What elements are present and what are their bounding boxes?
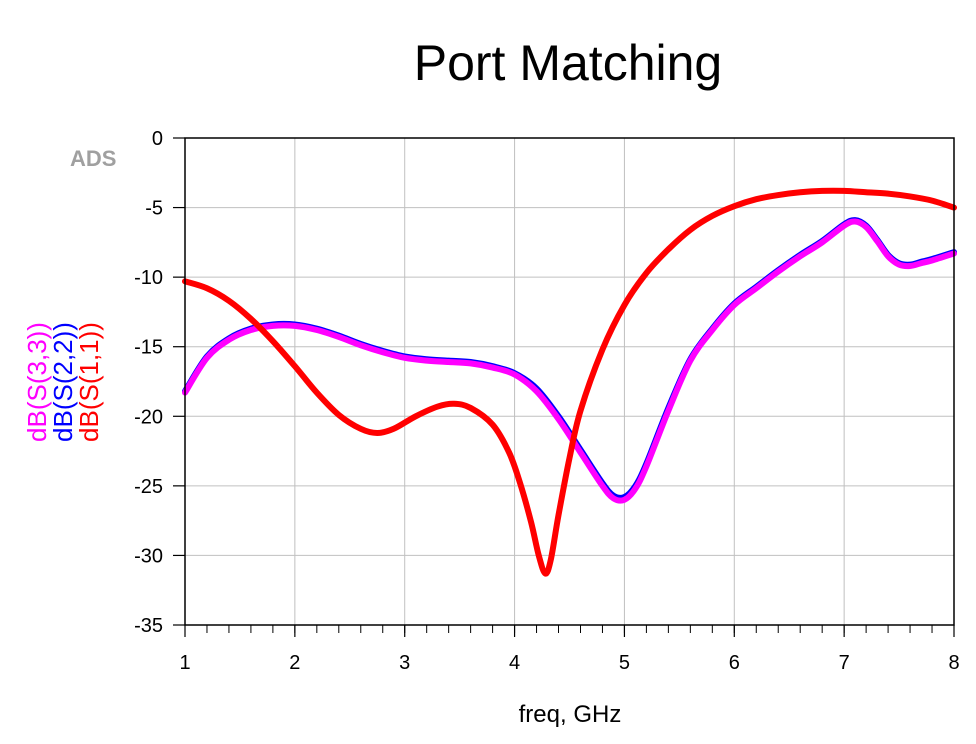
y-tick-label: -10	[134, 267, 163, 289]
y-tick-label: -20	[134, 406, 163, 428]
ads-watermark: ADS	[70, 146, 116, 171]
x-tick-label: 5	[619, 652, 630, 674]
x-tick-label: 6	[729, 652, 740, 674]
plot-frame	[184, 137, 955, 626]
x-tick-label: 4	[509, 652, 520, 674]
y-axis-series-labels: dB(S(3,3))dB(S(2,2))dB(S(1,1))	[22, 322, 104, 442]
x-tick-label: 7	[839, 652, 850, 674]
y-tick-label: -30	[134, 545, 163, 567]
x-tick-label: 8	[948, 652, 959, 674]
y-axis-series-label: dB(S(2,2))	[48, 322, 78, 442]
y-tick-labels: 0 -5 -10 -15 -20 -25 -30 -35	[134, 128, 163, 637]
x-tick-label: 2	[289, 652, 300, 674]
x-tick-labels: 1 2 3 4 5 6 7 8	[179, 652, 959, 674]
grid-lines	[184, 137, 955, 626]
y-tick-label: -5	[145, 198, 163, 220]
y-tick-label: -25	[134, 476, 163, 498]
series-line-db-s-3-3-	[182, 218, 957, 504]
y-tick-label: -15	[134, 337, 163, 359]
x-minor-ticks	[173, 137, 955, 637]
y-axis-series-label: dB(S(1,1))	[74, 322, 104, 442]
x-tick-label: 1	[179, 652, 190, 674]
x-tick-label: 3	[399, 652, 410, 674]
series-line-db-s-1-1-	[182, 187, 957, 577]
x-axis-label: freq, GHz	[519, 701, 622, 728]
chart-title: Port Matching	[414, 35, 722, 91]
y-tick-label: 0	[152, 128, 163, 150]
y-tick-label: -35	[134, 615, 163, 637]
y-axis-series-label: dB(S(3,3))	[22, 322, 52, 442]
series-lines	[182, 187, 957, 577]
